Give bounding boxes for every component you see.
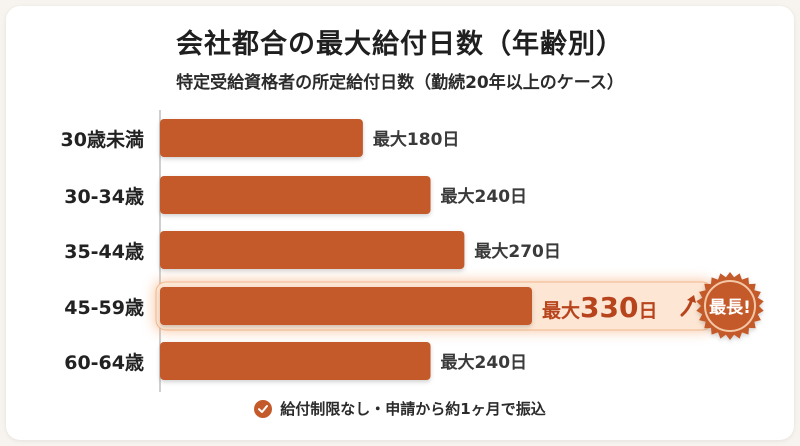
tick-label: 45-59歳: [64, 297, 144, 319]
tick-label: 60-64歳: [64, 352, 144, 374]
chart-subtitle: 特定受給資格者の所定給付日数（勤続20年以上のケース）: [176, 73, 624, 93]
badge-text: 最長!: [709, 298, 751, 318]
data-label: 最大240日: [441, 186, 527, 207]
check-icon: [254, 399, 273, 418]
chart-title: 会社都合の最大給付日数（年齢別）: [176, 29, 624, 60]
bar: [160, 119, 363, 157]
data-label: 最大270日: [474, 241, 561, 262]
bar: [160, 287, 532, 325]
badge-ring: [704, 280, 756, 332]
tick-label: 35-44歳: [64, 241, 144, 263]
bar: [160, 176, 431, 214]
tick-label: 30歳未満: [61, 128, 144, 151]
arrow-up-right-icon-head: [687, 295, 696, 303]
data-label: 最大180日: [373, 129, 460, 150]
footer-note: 給付制限なし・申請から約1ヶ月で振込: [0, 398, 800, 419]
tick-label: 30-34歳: [64, 186, 144, 208]
data-label: 最大330日: [542, 291, 657, 324]
footer-text: 給付制限なし・申請から約1ヶ月で振込: [280, 400, 546, 418]
bar: [160, 231, 465, 269]
bar: [160, 342, 431, 380]
data-label: 最大240日: [441, 352, 527, 373]
